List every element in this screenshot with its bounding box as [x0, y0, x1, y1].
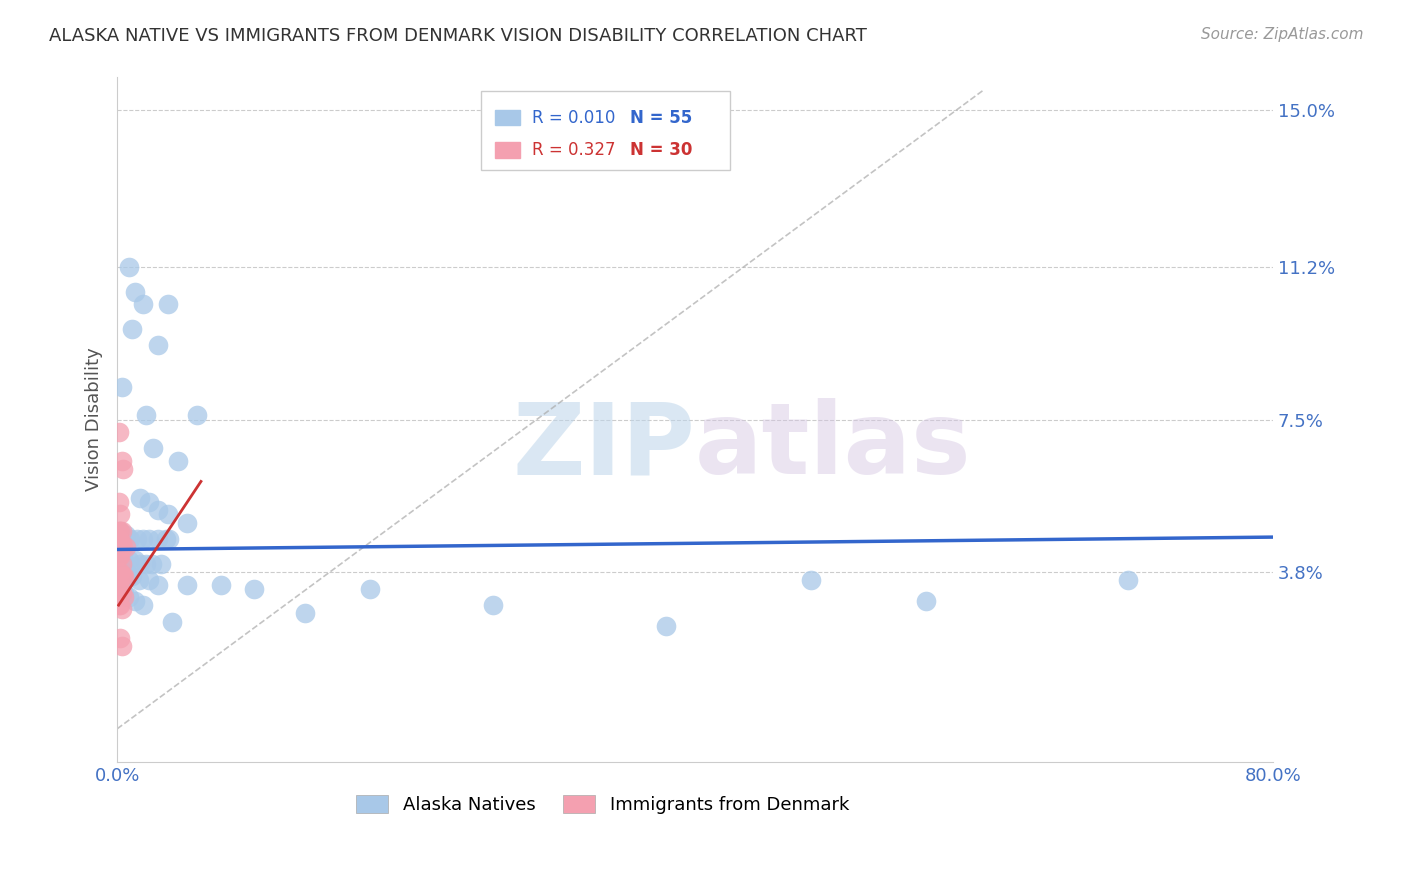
FancyBboxPatch shape [481, 91, 730, 169]
Point [799, 574, 821, 588]
Point [107, 549, 129, 563]
Point [110, 557, 132, 571]
Point [124, 285, 146, 299]
Text: ALASKA NATIVE VS IMMIGRANTS FROM DENMARK VISION DISABILITY CORRELATION CHART: ALASKA NATIVE VS IMMIGRANTS FROM DENMARK… [49, 27, 868, 45]
Point [124, 594, 146, 608]
Point [124, 553, 146, 567]
Point [135, 409, 157, 423]
Point [155, 532, 177, 546]
Point [110, 454, 132, 468]
Text: R = 0.010: R = 0.010 [531, 109, 616, 127]
Point [108, 565, 131, 579]
Point [121, 322, 143, 336]
Point [107, 532, 129, 546]
Point [157, 532, 180, 546]
Point [118, 553, 141, 567]
Text: atlas: atlas [695, 399, 972, 495]
Point [110, 379, 132, 393]
Point [108, 536, 131, 550]
Point [156, 297, 179, 311]
Point [110, 586, 132, 600]
FancyBboxPatch shape [495, 111, 520, 126]
Point [112, 569, 135, 583]
Point [110, 640, 132, 654]
Point [146, 503, 169, 517]
Point [127, 532, 149, 546]
Point [108, 524, 131, 538]
Point [108, 631, 131, 645]
Point [107, 577, 129, 591]
FancyBboxPatch shape [495, 143, 520, 158]
Point [112, 586, 135, 600]
Point [110, 569, 132, 583]
Point [110, 602, 132, 616]
Point [132, 598, 155, 612]
Point [138, 532, 160, 546]
Y-axis label: Vision Disability: Vision Disability [86, 348, 103, 491]
Point [107, 425, 129, 439]
Point [1118, 574, 1140, 588]
Point [108, 524, 131, 538]
Point [142, 442, 165, 456]
Point [108, 549, 131, 563]
Point [149, 557, 172, 571]
Point [108, 582, 131, 596]
Point [118, 590, 141, 604]
Point [176, 516, 198, 530]
Point [120, 532, 142, 546]
Point [209, 577, 232, 591]
Point [129, 491, 152, 505]
Point [107, 524, 129, 538]
Point [111, 549, 134, 563]
Point [146, 577, 169, 591]
Point [108, 532, 131, 546]
Point [176, 577, 198, 591]
Point [135, 557, 157, 571]
Text: Source: ZipAtlas.com: Source: ZipAtlas.com [1201, 27, 1364, 42]
Point [138, 495, 160, 509]
Point [294, 607, 316, 621]
Point [108, 586, 131, 600]
Point [111, 569, 134, 583]
Point [655, 618, 678, 632]
Point [138, 574, 160, 588]
Text: R = 0.327: R = 0.327 [531, 141, 616, 159]
Point [118, 569, 141, 583]
Text: N = 30: N = 30 [630, 141, 693, 159]
Point [146, 338, 169, 352]
Point [111, 462, 134, 476]
Point [141, 557, 163, 571]
Point [156, 508, 179, 522]
Point [166, 454, 188, 468]
Point [110, 536, 132, 550]
Point [121, 569, 143, 583]
Point [243, 582, 266, 596]
Text: N = 55: N = 55 [630, 109, 693, 127]
Point [107, 565, 129, 579]
Point [110, 524, 132, 538]
Point [115, 565, 138, 579]
Legend: Alaska Natives, Immigrants from Denmark: Alaska Natives, Immigrants from Denmark [356, 795, 849, 814]
Point [160, 615, 183, 629]
Point [132, 297, 155, 311]
Point [115, 528, 138, 542]
Point [108, 598, 131, 612]
Point [128, 574, 150, 588]
Point [481, 598, 503, 612]
Point [915, 594, 938, 608]
Point [111, 541, 134, 555]
Text: ZIP: ZIP [512, 399, 695, 495]
Point [146, 532, 169, 546]
Point [107, 598, 129, 612]
Point [108, 508, 131, 522]
Point [359, 582, 381, 596]
Point [107, 495, 129, 509]
Point [186, 409, 208, 423]
Point [129, 557, 152, 571]
Point [118, 260, 141, 274]
Point [115, 541, 138, 555]
Point [112, 590, 135, 604]
Point [111, 565, 134, 579]
Point [132, 532, 155, 546]
